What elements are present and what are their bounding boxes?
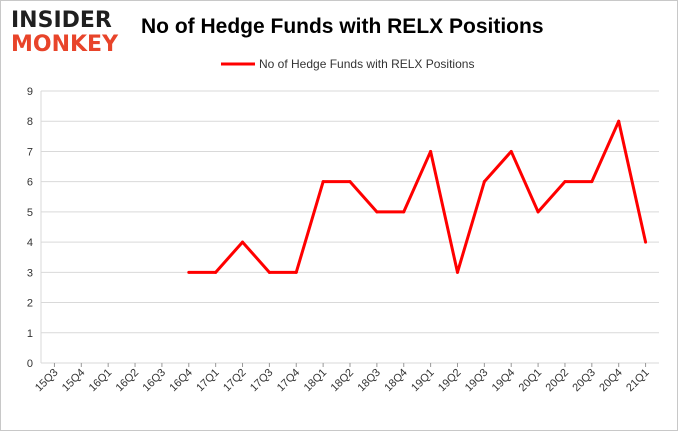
y-tick-label: 6 <box>27 177 33 189</box>
x-tick-label: 15Q4 <box>60 367 88 395</box>
legend: No of Hedge Funds with RELX Positions <box>221 57 474 71</box>
x-tick-label: 17Q2 <box>221 367 249 395</box>
data-point <box>321 180 325 184</box>
data-point <box>187 270 191 274</box>
y-tick-label: 4 <box>27 237 33 249</box>
y-tick-label: 2 <box>27 298 33 310</box>
grid-lines <box>40 90 659 364</box>
series-group <box>187 119 648 274</box>
x-tick-label: 16Q3 <box>141 367 169 395</box>
x-tick-label: 16Q2 <box>114 367 142 395</box>
data-point <box>482 180 486 184</box>
x-tick-label: 17Q1 <box>194 367 222 395</box>
x-tick-label: 19Q4 <box>490 367 518 395</box>
data-point <box>267 270 271 274</box>
x-tick-label: 19Q1 <box>409 367 437 395</box>
y-tick-label: 9 <box>27 86 33 98</box>
data-point <box>563 180 567 184</box>
insider-monkey-logo: INSIDER MONKEY <box>11 9 131 57</box>
x-tick-label: 16Q1 <box>87 367 115 395</box>
data-point <box>241 240 245 244</box>
chart-title: No of Hedge Funds with RELX Positions <box>141 15 544 38</box>
x-tick-label: 19Q2 <box>436 367 464 395</box>
x-tick-label: 20Q2 <box>544 367 572 395</box>
x-tick-label: 18Q2 <box>329 367 357 395</box>
x-tick-label: 17Q3 <box>248 367 276 395</box>
x-tick-label: 20Q1 <box>517 367 545 395</box>
data-point <box>429 149 433 153</box>
logo-text-top: INSIDER <box>11 8 112 33</box>
x-tick-label: 19Q3 <box>463 367 491 395</box>
y-tick-label: 7 <box>27 146 33 158</box>
y-tick-label: 1 <box>27 328 33 340</box>
logo-text-bottom: MONKEY <box>11 32 119 57</box>
x-tick-label: 21Q1 <box>624 367 652 395</box>
series-line-0 <box>188 119 648 274</box>
y-tick-label: 8 <box>27 116 33 128</box>
data-point <box>375 210 379 214</box>
legend-label: No of Hedge Funds with RELX Positions <box>259 57 474 71</box>
y-axis-ticks: 0 1 2 3 4 5 6 7 8 9 <box>27 86 33 370</box>
x-tick-label: 17Q4 <box>275 367 303 395</box>
data-point <box>536 210 540 214</box>
x-tick-label: 20Q4 <box>597 367 625 395</box>
data-point <box>455 270 459 274</box>
x-axis-ticks: 15Q3 15Q4 16Q1 16Q2 16Q3 16Q4 17Q1 17Q2 17Q3 17Q4… <box>33 363 652 394</box>
data-point <box>644 240 648 244</box>
x-tick-label: 18Q1 <box>302 367 330 395</box>
data-point <box>214 270 218 274</box>
x-tick-label: 18Q3 <box>355 367 383 395</box>
y-tick-label: 5 <box>27 207 33 219</box>
data-point <box>348 180 352 184</box>
data-point <box>617 119 621 123</box>
x-tick-label: 15Q3 <box>33 367 61 395</box>
data-point <box>402 210 406 214</box>
x-tick-label: 16Q4 <box>167 367 195 395</box>
data-point <box>590 180 594 184</box>
x-tick-label: 20Q3 <box>570 367 598 395</box>
y-tick-label: 0 <box>27 358 33 370</box>
y-tick-label: 3 <box>27 267 33 279</box>
data-point <box>509 149 513 153</box>
x-tick-label: 18Q4 <box>382 367 410 395</box>
data-point <box>294 270 298 274</box>
